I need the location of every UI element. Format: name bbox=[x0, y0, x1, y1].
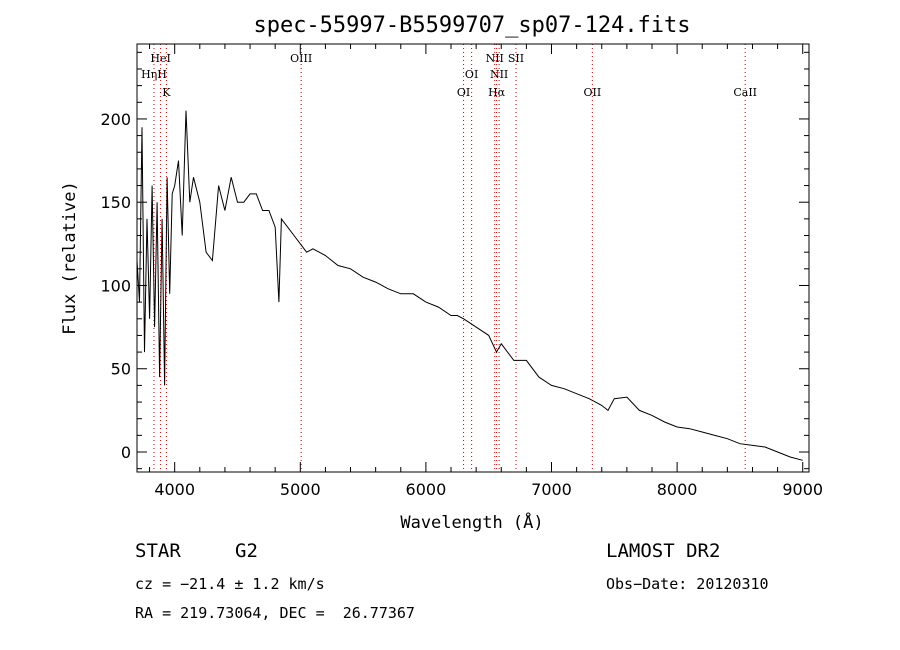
spectral-subclass: G2 bbox=[235, 540, 258, 562]
y-tick-label: 200 bbox=[100, 110, 131, 129]
sky-coordinates: RA = 219.73064, DEC = 26.77367 bbox=[135, 604, 415, 622]
observation-date: Obs−Date: 20120310 bbox=[606, 575, 769, 593]
emission-line-label: HeI bbox=[150, 52, 170, 65]
y-axis-label: Flux (relative) bbox=[60, 181, 80, 335]
y-tick-label: 50 bbox=[111, 360, 131, 379]
y-tick-label: 100 bbox=[100, 276, 131, 295]
object-type: STAR bbox=[135, 540, 181, 562]
emission-line-labels: HeI HηH K OIII OI OI NII NII Hα SII OII CaII bbox=[141, 52, 757, 99]
emission-line-label: CaII bbox=[733, 86, 757, 99]
emission-line-label: Hα bbox=[488, 86, 506, 99]
emission-line-label: OI bbox=[457, 86, 470, 99]
chart-title: spec-55997-B5599707_sp07-124.fits bbox=[253, 13, 690, 38]
y-axis-ticks: 0 50 100 150 200 bbox=[100, 51, 809, 470]
x-axis-label: Wavelength (Å) bbox=[400, 511, 543, 533]
emission-line-label: NII bbox=[490, 68, 508, 81]
redshift-velocity: cz = −21.4 ± 1.2 km/s bbox=[135, 575, 325, 593]
y-tick-label: 0 bbox=[121, 443, 131, 462]
emission-line-markers bbox=[153, 44, 746, 472]
emission-line-label: HηH bbox=[141, 68, 167, 81]
emission-line-label: OI bbox=[465, 68, 478, 81]
x-tick-label: 5000 bbox=[280, 480, 321, 499]
emission-line-label: SII bbox=[508, 52, 524, 65]
x-tick-label: 9000 bbox=[782, 480, 823, 499]
plot-frame bbox=[136, 43, 810, 473]
emission-line-label: K bbox=[162, 86, 171, 99]
emission-line-label: NII bbox=[486, 52, 504, 65]
x-tick-label: 8000 bbox=[657, 480, 698, 499]
x-tick-label: 7000 bbox=[531, 480, 572, 499]
x-tick-label: 4000 bbox=[154, 480, 195, 499]
y-tick-label: 150 bbox=[100, 193, 131, 212]
spectrum-series-line bbox=[136, 110, 803, 461]
survey-name: LAMOST DR2 bbox=[606, 540, 721, 562]
x-axis-ticks: 4000 5000 6000 7000 8000 9000 bbox=[149, 44, 823, 499]
emission-line-label: OIII bbox=[290, 52, 312, 65]
emission-line-label: OII bbox=[583, 86, 601, 99]
x-tick-label: 6000 bbox=[406, 480, 447, 499]
